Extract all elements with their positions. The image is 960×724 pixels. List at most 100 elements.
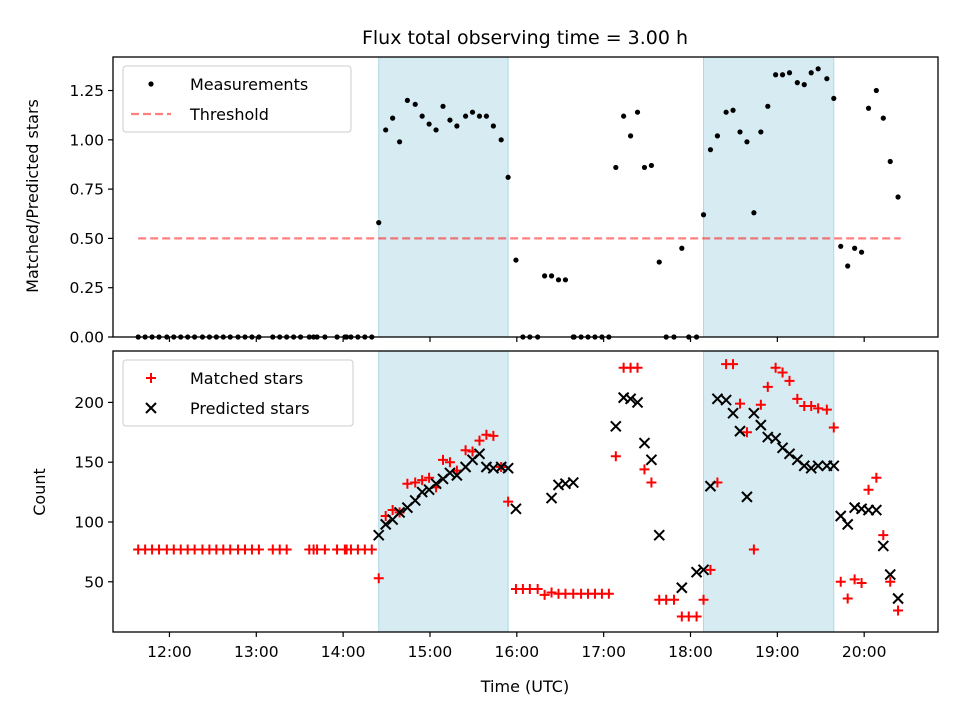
data-point xyxy=(698,594,709,605)
legend-marker-plus xyxy=(146,373,156,383)
data-point xyxy=(895,194,901,200)
data-point xyxy=(410,477,421,488)
data-point xyxy=(741,427,752,438)
data-point xyxy=(852,245,858,251)
x-tick-label: 17:00 xyxy=(581,643,626,661)
data-point xyxy=(646,477,657,488)
data-point xyxy=(751,210,757,216)
data-point xyxy=(419,113,425,119)
data-point xyxy=(735,398,745,409)
data-point xyxy=(555,277,562,283)
data-point xyxy=(548,273,555,279)
data-point xyxy=(567,476,579,489)
data-point xyxy=(621,113,627,119)
data-point xyxy=(498,137,504,143)
data-point xyxy=(704,480,717,492)
data-point xyxy=(755,419,767,431)
data-point xyxy=(737,129,743,135)
data-point xyxy=(762,381,773,392)
data-point xyxy=(610,451,621,462)
data-point xyxy=(430,478,442,490)
y-tick-label: 1.25 xyxy=(69,82,104,100)
data-point xyxy=(416,486,428,498)
y-tick-label: 0.50 xyxy=(69,230,104,248)
data-point xyxy=(447,117,453,123)
data-point xyxy=(770,362,781,373)
data-point xyxy=(690,566,703,578)
y-tick-label: 0.00 xyxy=(69,329,104,347)
data-point xyxy=(828,460,840,472)
data-point xyxy=(603,588,614,599)
data-point xyxy=(610,420,622,433)
data-point xyxy=(510,503,522,515)
x-axis-label: Time (UTC) xyxy=(480,677,569,696)
data-point xyxy=(645,454,658,466)
x-tick-label: 13:00 xyxy=(234,643,279,661)
legend-frame xyxy=(122,359,354,427)
data-point xyxy=(865,105,872,111)
data-point xyxy=(801,82,807,88)
data-point xyxy=(676,582,688,594)
data-point xyxy=(402,478,413,489)
x-tick-label: 15:00 xyxy=(408,643,453,661)
legend-frame xyxy=(122,65,352,133)
data-point xyxy=(773,72,779,78)
legend-label: Matched stars xyxy=(190,369,303,388)
data-point xyxy=(481,429,492,440)
data-point xyxy=(748,407,760,419)
data-point xyxy=(748,544,759,555)
legend-label: Measurements xyxy=(190,75,308,94)
data-point xyxy=(532,583,543,594)
x-tick-label: 12:00 xyxy=(147,643,192,661)
data-point xyxy=(669,594,679,605)
x-tick-label: 14:00 xyxy=(321,643,366,661)
data-point xyxy=(691,611,702,622)
data-point xyxy=(880,115,886,121)
data-point xyxy=(794,80,800,86)
data-point xyxy=(892,592,904,605)
axes-frame xyxy=(112,350,939,633)
series-matched-stars xyxy=(133,359,904,622)
data-point xyxy=(444,457,455,468)
top-y-axis-label: Matched/Predicted stars xyxy=(23,99,42,293)
legend-label: Predicted stars xyxy=(190,399,310,418)
data-point xyxy=(808,70,814,76)
legend-marker-dot xyxy=(148,81,154,87)
shaded-span xyxy=(378,56,509,338)
data-point xyxy=(545,492,558,504)
data-point xyxy=(483,113,490,119)
data-point xyxy=(438,454,448,465)
data-point xyxy=(714,133,721,139)
data-point xyxy=(856,577,867,588)
data-point xyxy=(734,425,746,437)
data-point xyxy=(755,399,766,410)
data-point xyxy=(887,158,893,165)
data-point xyxy=(831,95,837,102)
data-point xyxy=(838,243,844,249)
data-point xyxy=(624,393,637,405)
shaded-span xyxy=(378,350,509,633)
bottom-axes: 50 100 150 200 12:00 13:00 14:00 15:00 16:00 17:0… xyxy=(74,350,939,661)
data-point xyxy=(877,540,889,552)
data-point xyxy=(373,573,384,584)
data-point xyxy=(700,212,707,218)
shaded-span xyxy=(703,350,835,633)
data-point xyxy=(627,133,634,139)
data-point xyxy=(417,475,428,486)
data-point xyxy=(893,605,904,616)
data-point xyxy=(396,139,403,145)
data-point xyxy=(835,510,847,522)
data-point xyxy=(769,432,782,444)
y-tick-label: 1.00 xyxy=(69,131,104,149)
data-point xyxy=(631,396,644,409)
shaded-span xyxy=(703,56,835,338)
data-point xyxy=(474,435,485,446)
data-point xyxy=(741,491,753,503)
data-point xyxy=(444,467,456,479)
data-point xyxy=(454,123,460,129)
x-tick-label: 16:00 xyxy=(494,643,539,661)
data-point xyxy=(639,464,650,475)
data-point xyxy=(824,76,830,82)
data-point xyxy=(784,375,795,386)
